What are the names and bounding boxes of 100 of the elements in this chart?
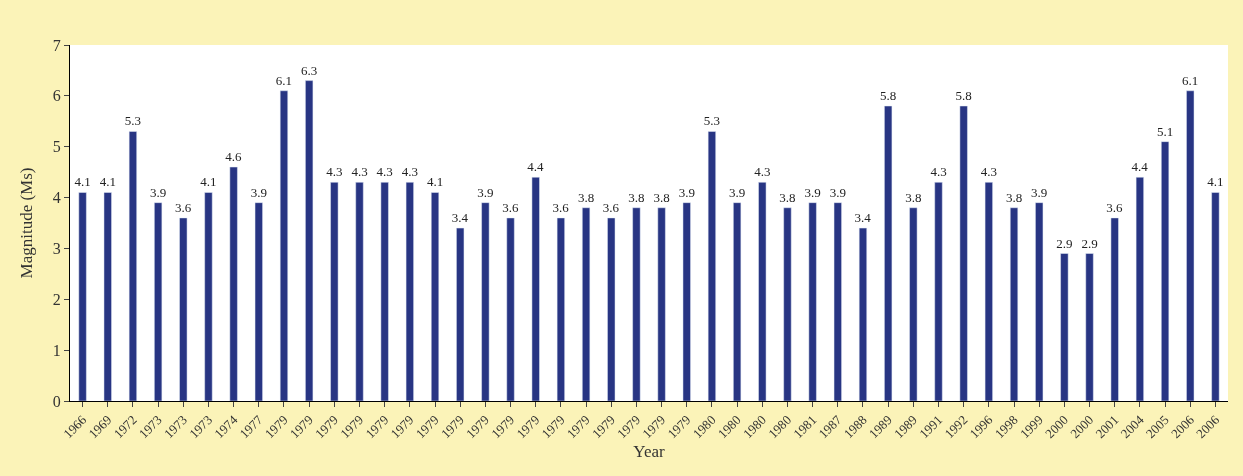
x-tick-label: 1988 [840, 412, 870, 442]
bar [330, 182, 339, 401]
data-label: 4.3 [980, 164, 997, 180]
bar [984, 182, 993, 401]
data-label: 5.8 [955, 88, 972, 104]
data-label: 4.3 [401, 164, 418, 180]
data-label: 3.9 [477, 184, 494, 200]
bar [959, 105, 968, 401]
data-label: 6.1 [275, 72, 293, 88]
bar [607, 217, 616, 401]
y-tick-label: 1 [52, 341, 61, 359]
data-label: 4.4 [527, 159, 545, 175]
data-label: 3.9 [1031, 184, 1048, 200]
data-label: 4.3 [326, 164, 343, 180]
bar [431, 192, 440, 401]
data-label: 3.9 [149, 184, 167, 200]
data-label: 2.9 [1081, 235, 1098, 251]
data-label: 4.1 [426, 174, 444, 190]
bar [1135, 176, 1144, 401]
bar [279, 90, 288, 401]
bar [556, 217, 565, 401]
data-label: 3.9 [678, 184, 695, 200]
data-label: 3.6 [602, 199, 620, 215]
bar [858, 227, 867, 401]
bar [531, 176, 540, 401]
bar [1110, 217, 1119, 401]
bar [103, 192, 112, 401]
bar [305, 80, 314, 401]
data-label: 4.3 [754, 164, 771, 180]
x-tick-label: 1998 [991, 412, 1021, 442]
y-tick-label: 7 [52, 36, 61, 54]
data-label: 3.4 [854, 210, 872, 226]
data-label: 6.3 [301, 62, 318, 78]
bar [657, 207, 666, 401]
data-label: 3.8 [1005, 189, 1023, 205]
bar [758, 182, 767, 401]
x-axis-title: Year [633, 441, 665, 461]
bar [909, 207, 918, 401]
bar [934, 182, 943, 401]
y-tick-label: 5 [52, 138, 61, 156]
data-label: 4.1 [200, 174, 217, 190]
bar [1060, 253, 1069, 401]
bar [481, 202, 490, 401]
bar [78, 192, 87, 401]
data-label: 2.9 [1056, 235, 1073, 251]
bar [229, 166, 238, 401]
bar [682, 202, 691, 401]
y-tick-label: 4 [52, 189, 61, 207]
bar [733, 202, 742, 401]
bar [582, 207, 591, 401]
data-label: 6.1 [1182, 72, 1199, 88]
bar [833, 202, 842, 401]
bar [506, 217, 515, 401]
data-label: 3.9 [829, 184, 846, 200]
data-label: 4.6 [225, 149, 243, 165]
bar [405, 182, 414, 401]
data-label: 3.8 [653, 189, 670, 205]
data-label: 4.3 [351, 164, 368, 180]
bar [355, 182, 364, 401]
data-label: 3.8 [905, 189, 922, 205]
data-label: 3.8 [577, 189, 595, 205]
bar [1211, 192, 1220, 401]
data-label: 4.4 [1131, 159, 1149, 175]
bar [254, 202, 263, 401]
bar [632, 207, 641, 401]
data-label: 3.8 [628, 189, 645, 205]
bar [128, 131, 137, 401]
y-axis-title: Magnitude (Ms) [17, 167, 37, 279]
data-label: 5.8 [880, 88, 897, 104]
y-tick-label: 6 [52, 87, 61, 105]
data-label: 3.4 [451, 210, 469, 226]
y-tick-label: 3 [52, 240, 61, 258]
data-label: 5.1 [1156, 123, 1174, 139]
bar [1035, 202, 1044, 401]
data-label: 3.8 [779, 189, 796, 205]
bar [154, 202, 163, 401]
y-tick-label: 2 [52, 290, 61, 308]
data-label: 4.1 [99, 174, 116, 190]
bar [783, 207, 792, 401]
data-label: 5.3 [124, 113, 142, 129]
bar [808, 202, 817, 401]
bar [707, 131, 716, 401]
data-label: 3.6 [1106, 199, 1124, 215]
bar [1010, 207, 1019, 401]
bar [884, 105, 893, 401]
data-label: 3.6 [502, 199, 519, 215]
data-label: 3.6 [174, 199, 192, 215]
data-label: 4.3 [376, 164, 393, 180]
data-label: 3.9 [250, 184, 267, 200]
bar [204, 192, 213, 401]
data-label: 4.3 [930, 164, 947, 180]
y-tick-label: 0 [52, 392, 61, 410]
bar [1161, 141, 1170, 401]
bar [1186, 90, 1195, 401]
data-label: 3.6 [552, 199, 570, 215]
data-label: 4.1 [1207, 174, 1224, 190]
bar [1085, 253, 1094, 401]
data-label: 5.3 [703, 113, 721, 129]
bar [179, 217, 188, 401]
data-label: 3.9 [804, 184, 821, 200]
